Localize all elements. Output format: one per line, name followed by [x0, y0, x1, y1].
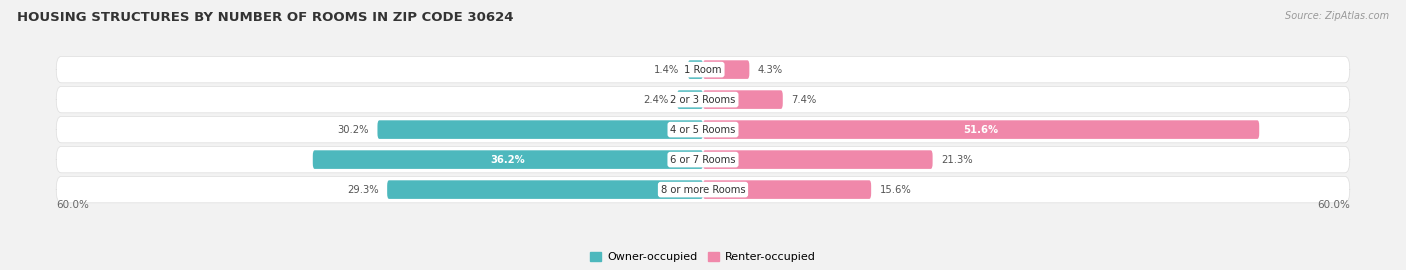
Text: 60.0%: 60.0% — [56, 200, 89, 210]
FancyBboxPatch shape — [703, 150, 932, 169]
Text: 1 Room: 1 Room — [685, 65, 721, 75]
Text: 8 or more Rooms: 8 or more Rooms — [661, 185, 745, 195]
FancyBboxPatch shape — [56, 86, 1350, 113]
Text: 15.6%: 15.6% — [880, 185, 911, 195]
Text: 4.3%: 4.3% — [758, 65, 783, 75]
FancyBboxPatch shape — [56, 176, 1350, 203]
FancyBboxPatch shape — [678, 90, 703, 109]
Text: 60.0%: 60.0% — [1317, 200, 1350, 210]
FancyBboxPatch shape — [703, 90, 783, 109]
Text: 30.2%: 30.2% — [337, 124, 368, 135]
Text: 36.2%: 36.2% — [491, 155, 526, 165]
Text: 1.4%: 1.4% — [654, 65, 679, 75]
Text: 4 or 5 Rooms: 4 or 5 Rooms — [671, 124, 735, 135]
Text: 51.6%: 51.6% — [963, 124, 998, 135]
Text: 21.3%: 21.3% — [941, 155, 973, 165]
FancyBboxPatch shape — [312, 150, 703, 169]
Text: 2.4%: 2.4% — [644, 94, 668, 104]
FancyBboxPatch shape — [377, 120, 703, 139]
Text: Source: ZipAtlas.com: Source: ZipAtlas.com — [1285, 11, 1389, 21]
FancyBboxPatch shape — [703, 60, 749, 79]
Text: 2 or 3 Rooms: 2 or 3 Rooms — [671, 94, 735, 104]
FancyBboxPatch shape — [56, 56, 1350, 83]
FancyBboxPatch shape — [703, 120, 1260, 139]
Text: 6 or 7 Rooms: 6 or 7 Rooms — [671, 155, 735, 165]
FancyBboxPatch shape — [688, 60, 703, 79]
FancyBboxPatch shape — [387, 180, 703, 199]
FancyBboxPatch shape — [56, 146, 1350, 173]
Legend: Owner-occupied, Renter-occupied: Owner-occupied, Renter-occupied — [586, 247, 820, 266]
FancyBboxPatch shape — [703, 180, 872, 199]
Text: 7.4%: 7.4% — [792, 94, 817, 104]
FancyBboxPatch shape — [56, 116, 1350, 143]
Text: HOUSING STRUCTURES BY NUMBER OF ROOMS IN ZIP CODE 30624: HOUSING STRUCTURES BY NUMBER OF ROOMS IN… — [17, 11, 513, 24]
Text: 29.3%: 29.3% — [347, 185, 378, 195]
